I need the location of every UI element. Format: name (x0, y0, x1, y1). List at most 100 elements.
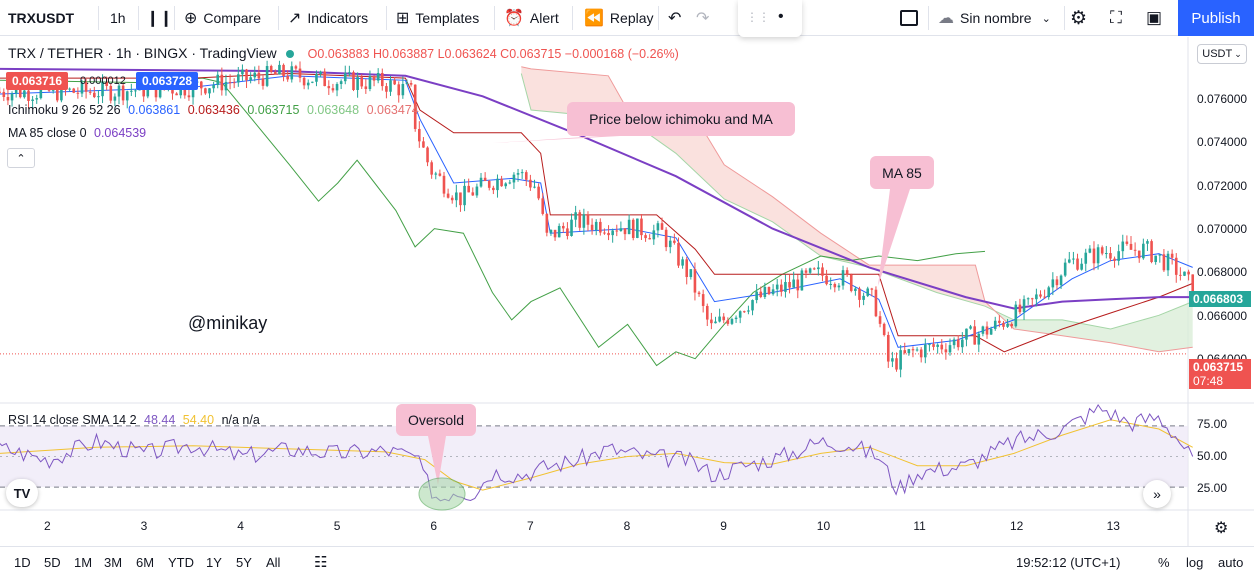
compare-label: Compare (203, 10, 261, 26)
candle-body (586, 214, 590, 225)
candle-body (726, 320, 730, 324)
candle-body (331, 88, 335, 91)
candle-body (364, 86, 368, 89)
auto-scale-button[interactable]: auto (1218, 555, 1243, 570)
candle-body (537, 186, 540, 199)
range-button-1y[interactable]: 1Y (206, 555, 222, 570)
candle-body (767, 286, 771, 295)
interval-button[interactable]: 1h (110, 0, 126, 36)
candle-body (611, 230, 614, 236)
candle-body (1072, 258, 1075, 260)
rsi-callout[interactable]: Oversold (396, 404, 476, 436)
redo-button[interactable]: ↷ (696, 0, 715, 36)
dot-icon[interactable]: • (778, 8, 784, 25)
scroll-to-realtime-button[interactable]: » (1143, 480, 1171, 508)
candle-body (738, 311, 742, 318)
settings-button[interactable]: ⚙ (1070, 0, 1093, 36)
candle-body (730, 319, 734, 324)
candle-body (681, 259, 684, 266)
ichimoku-legend[interactable]: Ichimoku 9 26 52 26 0.063861 0.063436 0.… (8, 103, 419, 117)
replay-button[interactable]: ⏪ Replay (584, 0, 654, 36)
candle-body (578, 212, 582, 228)
candle-body (471, 192, 475, 196)
candle-body (1026, 298, 1030, 300)
alert-button[interactable]: ⏰ Alert (504, 0, 559, 36)
snapshot-button[interactable]: ▣ (1146, 0, 1168, 36)
price-chart[interactable] (0, 37, 1254, 546)
auto-label: auto (1218, 555, 1244, 570)
log-label: log (1186, 555, 1204, 570)
range-button-1d[interactable]: 1D (14, 555, 31, 570)
candle-body (146, 85, 150, 97)
fullscreen-button[interactable]: ⛶ (1110, 0, 1128, 36)
rsi-line (0, 403, 1194, 502)
bid-price-button[interactable]: 0.063716 (6, 72, 69, 90)
range-button-3m[interactable]: 3M (104, 555, 123, 570)
tradingview-logo-icon[interactable]: TV (6, 479, 38, 507)
candle-body (1187, 271, 1190, 275)
axis-settings-button[interactable]: ⚙ (1214, 518, 1228, 538)
rsi-na-values: n/a n/a (221, 413, 260, 427)
candle-body (821, 267, 824, 276)
candle-body (1014, 304, 1018, 327)
candle-body (1179, 274, 1182, 276)
range-button-5y[interactable]: 5Y (236, 555, 252, 570)
publish-label: Publish (1191, 9, 1241, 27)
percent-scale-button[interactable]: % (1158, 555, 1170, 570)
price-callout[interactable]: Price below ichimoku and MA (567, 102, 795, 136)
candle-body (1162, 254, 1166, 271)
timezone-button[interactable]: 19:52:12 (UTC+1) (1016, 555, 1120, 570)
publish-button[interactable]: Publish (1178, 0, 1254, 36)
range-button-6m[interactable]: 6M (136, 555, 155, 570)
candle-body (615, 230, 619, 232)
ask-price-button[interactable]: 0.063728 (136, 72, 199, 90)
layout-button[interactable] (900, 0, 918, 36)
rsi-value: 48.44 (144, 413, 176, 427)
candle-body (311, 81, 314, 83)
indicators-button[interactable]: ↗ Indicators (288, 0, 368, 36)
date-range-picker[interactable]: ☷ (314, 553, 327, 571)
candle-body (697, 292, 701, 295)
candle-body (31, 99, 34, 101)
symbol-search[interactable]: TRXUSDT (8, 0, 74, 36)
ma-callout[interactable]: MA 85 (870, 156, 934, 189)
compare-button[interactable]: ⊕ Compare (184, 0, 261, 36)
candle-body (710, 319, 713, 324)
candles (0, 60, 1195, 378)
candle-body (792, 279, 795, 288)
range-button-5d[interactable]: 5D (44, 555, 61, 570)
candle-body (39, 88, 43, 99)
chart-type-button[interactable]: ❙❙ (146, 0, 179, 36)
candle-body (862, 295, 865, 300)
candle-body (998, 320, 1001, 323)
range-button-all[interactable]: All (266, 555, 281, 570)
time-tick-label: 5 (333, 519, 341, 533)
gear-icon: ⚙ (1070, 7, 1088, 29)
templates-button[interactable]: ⊞ Templates (396, 0, 479, 36)
range-button-1m[interactable]: 1M (74, 555, 93, 570)
time-tick-label: 7 (527, 519, 534, 533)
time-tick-label: 6 (430, 519, 438, 533)
drag-handle-icon[interactable]: ⋮⋮ (746, 10, 770, 24)
candle-body (771, 289, 775, 295)
candle-body (1063, 262, 1067, 276)
log-scale-button[interactable]: log (1186, 555, 1203, 570)
camera-icon: ▣ (1146, 8, 1163, 27)
range-button-ytd[interactable]: YTD (168, 555, 194, 570)
candle-body (286, 76, 289, 80)
candle-body (603, 232, 606, 234)
collapse-legend-button[interactable]: ⌃ (7, 148, 35, 168)
candle-body (405, 83, 409, 85)
candle-body (1055, 279, 1059, 286)
layout-name-button[interactable]: ☁ Sin nombre ⌄ (938, 0, 1051, 36)
rsi-legend[interactable]: RSI 14 close SMA 14 2 48.44 54.40 n/a n/… (8, 413, 260, 427)
undo-button[interactable]: ↶ (668, 0, 687, 36)
double-chevron-right-icon: » (1153, 486, 1161, 502)
currency-select[interactable]: USDT ⌄ (1197, 44, 1247, 64)
candle-body (216, 74, 220, 85)
ma-legend[interactable]: MA 85 close 0 0.064539 (8, 126, 146, 140)
time-tick-label: 2 (44, 519, 51, 533)
candle-body (93, 92, 96, 98)
candle-body (915, 349, 919, 351)
candle-body (1105, 253, 1108, 255)
